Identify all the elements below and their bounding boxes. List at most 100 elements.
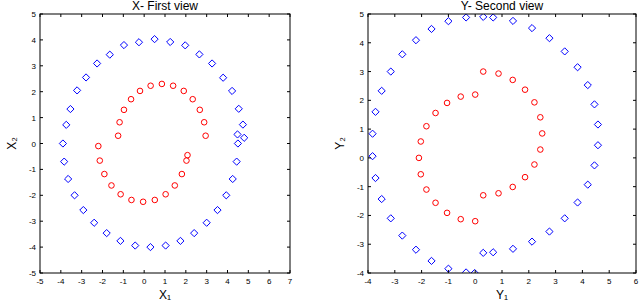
point (135, 39, 142, 46)
tick (287, 14, 290, 15)
point (538, 115, 544, 121)
point (378, 195, 385, 202)
tick (368, 157, 371, 158)
point (167, 38, 174, 45)
point (239, 121, 246, 128)
plot-area (369, 14, 602, 273)
point (594, 142, 601, 149)
tick (81, 270, 82, 273)
tick-label: 2 (360, 96, 365, 105)
chart: -4-3-2-10123456-4-3-2-1012345Y- Second v… (333, 0, 639, 302)
point (509, 17, 516, 24)
point (480, 69, 486, 75)
point (480, 193, 486, 199)
tick (287, 169, 290, 170)
tick-label: 0 (32, 140, 37, 149)
point (412, 37, 419, 44)
tick (368, 273, 371, 274)
tick-label: 4 (225, 277, 230, 286)
tick (582, 270, 583, 273)
point (496, 71, 502, 77)
point (591, 101, 598, 108)
tick-label: 1 (360, 125, 365, 134)
tick (528, 270, 529, 273)
tick (475, 270, 476, 273)
tick (368, 71, 371, 72)
tick-label: 4 (360, 39, 365, 48)
point (203, 133, 209, 139)
tick (60, 14, 61, 17)
point (190, 96, 196, 102)
tick (287, 273, 290, 274)
y-label: X₂ (5, 137, 19, 150)
point (229, 175, 236, 182)
point (444, 210, 450, 216)
tick (227, 14, 228, 17)
point (378, 87, 385, 94)
point (118, 191, 124, 197)
tick (40, 65, 43, 66)
tick (287, 195, 290, 196)
tick (287, 247, 290, 248)
point (59, 140, 66, 147)
tick (368, 100, 371, 101)
point (80, 206, 87, 213)
point (418, 171, 424, 177)
point (106, 51, 113, 58)
tick (609, 14, 610, 17)
tick (287, 117, 290, 118)
tick (40, 169, 43, 170)
point (480, 249, 487, 256)
point (424, 123, 430, 129)
point (152, 197, 158, 203)
tick (227, 270, 228, 273)
point (234, 131, 241, 138)
tick (40, 247, 43, 248)
point (574, 64, 581, 71)
point (445, 18, 452, 25)
point (196, 51, 203, 58)
point (103, 230, 110, 237)
point (223, 192, 230, 199)
tick (475, 14, 476, 17)
tick-label: 5 (607, 277, 612, 286)
tick (40, 91, 43, 92)
point (162, 242, 169, 249)
tick (40, 143, 43, 144)
tick-label: -1 (29, 165, 37, 174)
tick-label: 6 (267, 277, 272, 286)
tick-label: -4 (357, 269, 365, 278)
tick (394, 270, 395, 273)
tick-label: 7 (288, 277, 293, 286)
tick (287, 39, 290, 40)
point (172, 183, 178, 189)
tick (633, 273, 636, 274)
tick (144, 14, 145, 17)
frame (368, 14, 636, 273)
point (197, 107, 203, 113)
tick-label: 1 (32, 114, 37, 123)
point (428, 25, 435, 32)
tick (185, 270, 186, 273)
tick-label: -3 (357, 240, 365, 249)
point (458, 94, 464, 100)
point (510, 77, 516, 83)
point (117, 237, 124, 244)
tick (81, 14, 82, 17)
tick-label: 0 (142, 277, 147, 286)
tick (40, 14, 43, 15)
tick (206, 270, 207, 273)
point (159, 81, 165, 87)
point (490, 249, 497, 256)
tick-label: 3 (360, 68, 365, 77)
tick (206, 14, 207, 17)
point (185, 152, 191, 158)
point (522, 174, 528, 180)
point (65, 175, 72, 182)
point (387, 215, 394, 222)
point (184, 158, 190, 164)
tick (368, 215, 371, 216)
tick (102, 270, 103, 273)
tick (165, 270, 166, 273)
point (528, 238, 535, 245)
